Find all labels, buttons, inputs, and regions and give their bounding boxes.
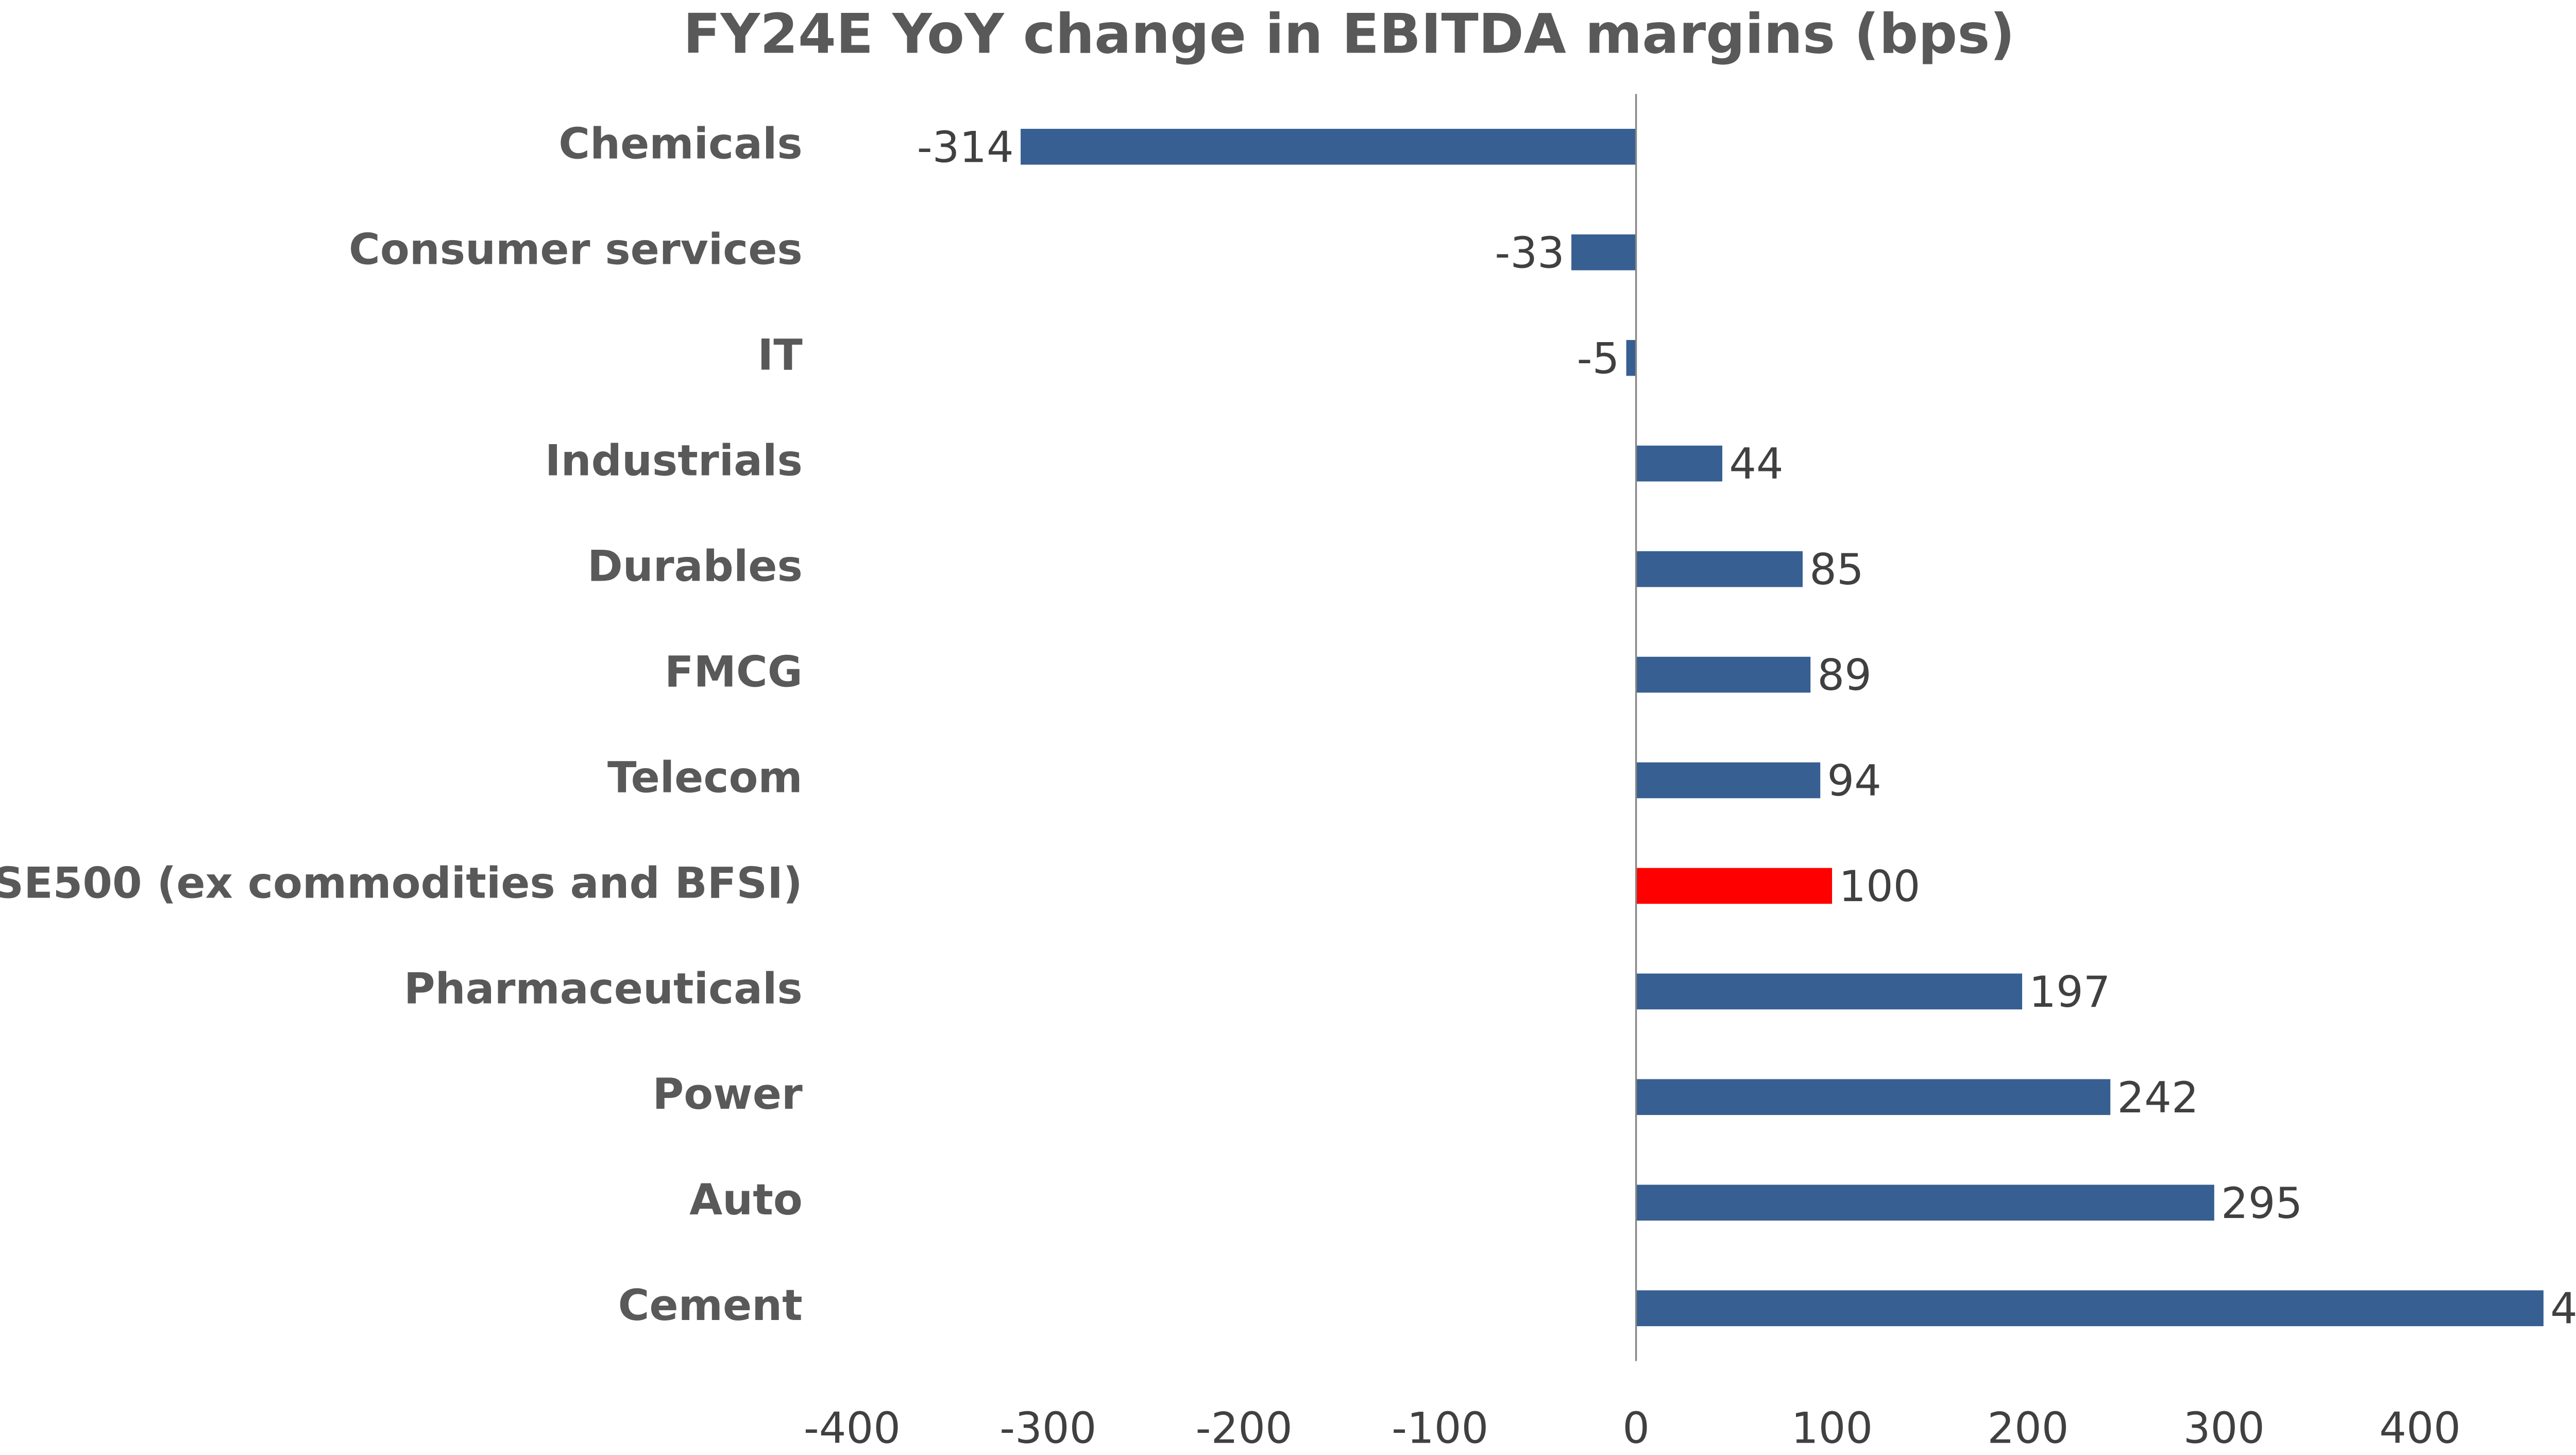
value-label: 94 — [1827, 756, 1881, 806]
value-label: 85 — [1809, 545, 1863, 595]
y-tick-label: Pharmaceuticals — [404, 963, 803, 1013]
bar — [1636, 551, 1803, 587]
y-tick-label: Consumer services — [349, 225, 803, 275]
y-tick-label: Chemicals — [558, 119, 803, 169]
x-tick-label: 300 — [2183, 1403, 2265, 1453]
bar — [1626, 340, 1636, 376]
x-tick-label: 500 — [2575, 1403, 2576, 1453]
x-tick-label: -100 — [1392, 1403, 1488, 1453]
y-tick-label: FMCG — [665, 647, 803, 697]
y-tick-label: Telecom — [607, 752, 803, 802]
value-label: -33 — [1495, 228, 1564, 278]
bar — [1636, 1185, 2214, 1221]
value-label: 89 — [1817, 650, 1871, 700]
bar — [1636, 973, 2023, 1010]
value-label: 295 — [2221, 1178, 2302, 1228]
x-tick-label: 100 — [1791, 1403, 1873, 1453]
y-tick-label: Industrials — [545, 436, 803, 486]
y-tick-label: Cement — [618, 1280, 803, 1330]
value-label: 242 — [2117, 1073, 2198, 1123]
y-tick-label: Auto — [689, 1175, 803, 1225]
bar — [1636, 762, 1821, 799]
bar — [1021, 129, 1636, 165]
x-tick-label: 0 — [1622, 1403, 1650, 1453]
value-label: -314 — [917, 122, 1014, 172]
y-tick-label: Durables — [587, 542, 803, 591]
y-tick-label: Power — [653, 1069, 803, 1119]
y-tick-label: IT — [757, 330, 803, 380]
bar — [1636, 1079, 2111, 1115]
x-tick-label: -200 — [1196, 1403, 1293, 1453]
bar — [1636, 656, 1811, 693]
x-tick-label: -400 — [804, 1403, 901, 1453]
y-tick-label: BSE500 (ex commodities and BFSI) — [0, 858, 803, 908]
chart-title: FY24E YoY change in EBITDA margins (bps) — [683, 3, 2015, 66]
value-label: -5 — [1577, 333, 1620, 383]
x-tick-label: 200 — [1987, 1403, 2069, 1453]
bar — [1636, 445, 1722, 482]
value-label: 44 — [1729, 439, 1783, 489]
value-label: 197 — [2029, 967, 2110, 1017]
bar — [1636, 1290, 2544, 1326]
x-tick-label: -300 — [999, 1403, 1096, 1453]
x-tick-label: 400 — [2379, 1403, 2461, 1453]
value-label: 463 — [2550, 1284, 2576, 1334]
value-label: 100 — [1839, 861, 1920, 911]
bar — [1636, 868, 1832, 904]
bar — [1571, 234, 1636, 270]
